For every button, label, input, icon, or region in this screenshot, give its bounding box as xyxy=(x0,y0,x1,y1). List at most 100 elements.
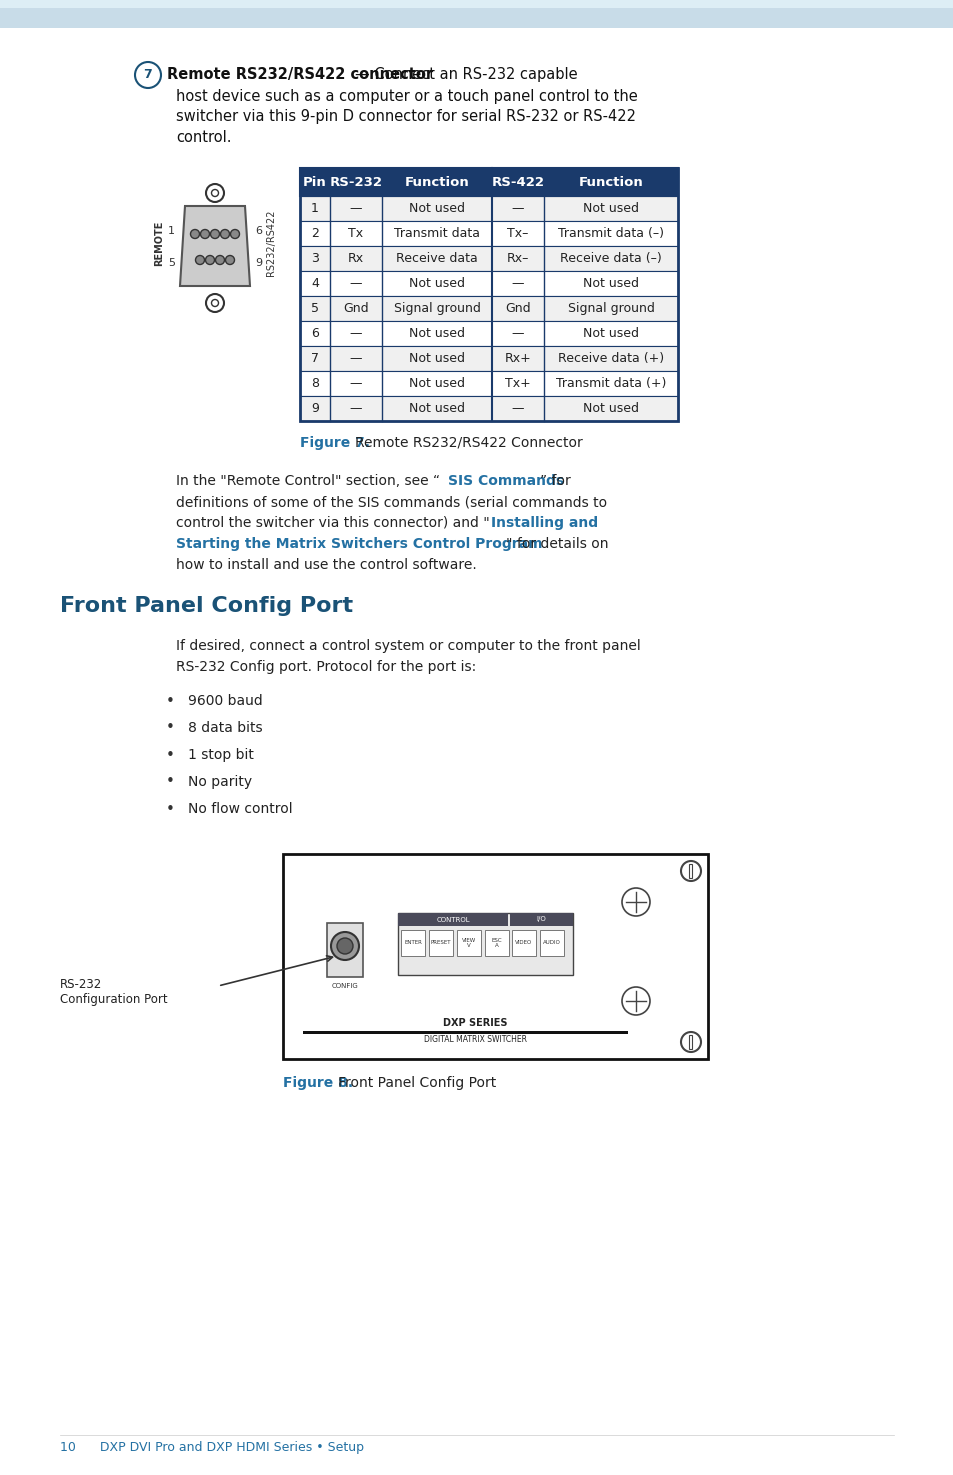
Text: —: — xyxy=(350,353,362,364)
Text: In the "Remote Control" section, see “: In the "Remote Control" section, see “ xyxy=(175,473,439,488)
Text: Not used: Not used xyxy=(582,327,639,341)
Text: •: • xyxy=(166,720,174,736)
Text: 1: 1 xyxy=(168,226,174,236)
Text: 4: 4 xyxy=(311,277,318,291)
Circle shape xyxy=(200,230,210,239)
Text: 9: 9 xyxy=(254,258,262,268)
Text: 9600 baud: 9600 baud xyxy=(188,695,262,708)
Text: Tx+: Tx+ xyxy=(504,378,530,389)
Text: 8 data bits: 8 data bits xyxy=(188,721,262,735)
Bar xyxy=(429,931,453,956)
Text: Rx: Rx xyxy=(348,252,364,266)
Polygon shape xyxy=(180,207,250,286)
Text: CONFIG: CONFIG xyxy=(332,982,358,990)
Bar xyxy=(689,1035,692,1049)
Bar xyxy=(299,168,678,196)
Bar xyxy=(400,931,424,956)
Text: 1 stop bit: 1 stop bit xyxy=(188,748,253,763)
Text: —: — xyxy=(350,202,362,215)
Text: 6: 6 xyxy=(311,327,318,341)
Text: Not used: Not used xyxy=(409,378,464,389)
Text: 9: 9 xyxy=(311,403,318,414)
Text: 7: 7 xyxy=(311,353,318,364)
Text: —: — xyxy=(350,403,362,414)
Bar xyxy=(299,221,678,246)
Text: 5: 5 xyxy=(311,302,318,316)
Text: •: • xyxy=(166,774,174,789)
Text: how to install and use the control software.: how to install and use the control softw… xyxy=(175,558,476,572)
Bar xyxy=(0,0,953,7)
Text: Front Panel Config Port: Front Panel Config Port xyxy=(337,1075,496,1090)
Text: Tx–: Tx– xyxy=(507,227,528,240)
Text: 8: 8 xyxy=(311,378,318,389)
Text: Remote RS232/RS422 connector: Remote RS232/RS422 connector xyxy=(167,68,433,83)
Bar xyxy=(327,923,363,976)
Text: VIDEO: VIDEO xyxy=(515,941,532,945)
Text: Front Panel Config Port: Front Panel Config Port xyxy=(60,596,353,617)
Text: —: — xyxy=(511,202,524,215)
Bar xyxy=(397,913,507,926)
Text: AUDIO: AUDIO xyxy=(542,941,560,945)
Text: 7: 7 xyxy=(144,68,152,81)
Text: DXP SERIES: DXP SERIES xyxy=(443,1018,507,1028)
Text: —: — xyxy=(350,327,362,341)
Bar xyxy=(397,913,573,975)
Text: Starting the Matrix Switchers Control Program: Starting the Matrix Switchers Control Pr… xyxy=(175,537,542,552)
Text: REMOTE: REMOTE xyxy=(153,220,164,266)
Text: Not used: Not used xyxy=(582,403,639,414)
Bar xyxy=(512,931,536,956)
Text: RS-232 Config port. Protocol for the port is:: RS-232 Config port. Protocol for the por… xyxy=(175,659,476,674)
Text: No parity: No parity xyxy=(188,774,252,789)
Circle shape xyxy=(336,938,353,954)
Bar xyxy=(299,246,678,271)
Text: Gnd: Gnd xyxy=(505,302,530,316)
Text: Pin: Pin xyxy=(303,176,327,189)
Text: Transmit data: Transmit data xyxy=(394,227,479,240)
Text: Gnd: Gnd xyxy=(343,302,369,316)
Text: " for details on: " for details on xyxy=(505,537,608,552)
Circle shape xyxy=(195,255,204,264)
Circle shape xyxy=(331,932,358,960)
Text: —: — xyxy=(511,327,524,341)
Text: Remote RS232/RS422 Connector: Remote RS232/RS422 Connector xyxy=(355,437,582,450)
Text: I/O: I/O xyxy=(536,916,546,922)
Text: Receive data: Receive data xyxy=(395,252,477,266)
Text: Not used: Not used xyxy=(409,277,464,291)
Text: Not used: Not used xyxy=(409,327,464,341)
Text: Signal ground: Signal ground xyxy=(567,302,654,316)
Text: Transmit data (+): Transmit data (+) xyxy=(556,378,665,389)
Text: •: • xyxy=(166,693,174,708)
Bar xyxy=(299,372,678,395)
Text: Receive data (–): Receive data (–) xyxy=(559,252,661,266)
Text: PRESET: PRESET xyxy=(431,941,451,945)
Text: ENTER: ENTER xyxy=(404,941,421,945)
Bar xyxy=(299,271,678,296)
Text: Rx–: Rx– xyxy=(506,252,529,266)
Bar xyxy=(299,196,678,221)
Text: No flow control: No flow control xyxy=(188,802,293,816)
Bar xyxy=(0,0,953,28)
Text: •: • xyxy=(166,801,174,817)
Text: SIS Commands: SIS Commands xyxy=(448,473,563,488)
Text: Function: Function xyxy=(404,176,469,189)
Bar xyxy=(299,322,678,347)
Bar xyxy=(283,854,707,1059)
Circle shape xyxy=(211,230,219,239)
Text: RS-422: RS-422 xyxy=(491,176,544,189)
Text: Signal ground: Signal ground xyxy=(394,302,480,316)
Text: ESC
A: ESC A xyxy=(491,938,502,948)
Text: Tx: Tx xyxy=(348,227,363,240)
Bar xyxy=(303,1031,627,1034)
Text: Installing and: Installing and xyxy=(491,516,598,530)
Text: Receive data (+): Receive data (+) xyxy=(558,353,663,364)
Text: Transmit data (–): Transmit data (–) xyxy=(558,227,663,240)
Bar xyxy=(689,864,692,878)
Text: Function: Function xyxy=(578,176,642,189)
Text: ” for: ” for xyxy=(539,473,570,488)
Text: —: — xyxy=(350,378,362,389)
Text: CONTROL: CONTROL xyxy=(436,916,469,922)
Text: 3: 3 xyxy=(311,252,318,266)
Text: Rx+: Rx+ xyxy=(504,353,531,364)
Text: —: — xyxy=(511,277,524,291)
Text: 1: 1 xyxy=(311,202,318,215)
